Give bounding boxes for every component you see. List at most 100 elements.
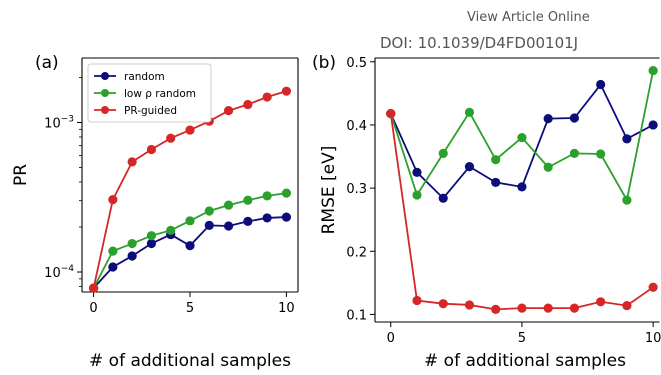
data-point <box>412 167 422 177</box>
data-point <box>569 113 580 123</box>
data-point <box>543 162 553 172</box>
legend-item: low ρ random <box>94 88 196 100</box>
series-low-ρ-random <box>386 66 658 205</box>
data-point <box>185 241 195 251</box>
data-point <box>438 148 448 158</box>
data-point <box>464 107 475 117</box>
legend-label: PR-guided <box>124 105 177 117</box>
y-tick-label: 0.5 <box>346 56 367 71</box>
data-point <box>412 295 422 306</box>
legend-label: low ρ random <box>124 88 196 100</box>
y-tick-label: 0.1 <box>346 308 367 323</box>
x-axis-label: # of additional samples <box>89 351 291 371</box>
x-tick-label: 10 <box>645 331 661 346</box>
data-point <box>185 216 195 226</box>
data-point <box>596 297 606 307</box>
y-tick-label: 0.2 <box>346 245 367 260</box>
x-tick-label: 10 <box>278 301 295 316</box>
data-point <box>517 182 527 192</box>
data-point <box>648 282 658 292</box>
data-point <box>108 194 118 205</box>
data-point <box>648 120 658 130</box>
series-line <box>92 192 287 289</box>
data-point <box>491 177 501 188</box>
x-tick-label: 5 <box>518 331 526 346</box>
y-tick-label: 0.3 <box>346 182 367 197</box>
data-point <box>146 144 157 155</box>
data-point <box>243 216 253 227</box>
data-point <box>648 66 658 76</box>
data-point <box>223 221 234 231</box>
data-point <box>517 132 527 143</box>
data-point <box>166 133 176 143</box>
legend-item: random <box>94 71 165 83</box>
data-point <box>543 303 553 313</box>
data-point <box>622 134 632 144</box>
x-tick-label: 0 <box>387 331 395 346</box>
data-point <box>204 220 214 230</box>
chart-panel-1: (b) 0 5 10 0.1 0.2 0.3 0.4 0.5 # of additional sa… <box>312 53 661 371</box>
data-point <box>262 213 272 223</box>
data-point <box>517 303 527 313</box>
series-PR-guided <box>386 108 658 314</box>
view-article-online-link[interactable]: View Article Online <box>467 10 590 25</box>
data-point <box>243 195 253 205</box>
data-point <box>281 188 292 198</box>
data-point <box>491 304 501 314</box>
data-point <box>491 155 501 165</box>
data-point <box>596 79 606 90</box>
series-line <box>389 113 654 311</box>
legend-marker <box>101 72 109 80</box>
y-axis-label: RMSE [eV] <box>319 146 339 235</box>
data-point <box>146 238 157 249</box>
legend-box <box>87 63 212 123</box>
data-point <box>262 92 272 102</box>
legend-marker <box>101 89 109 97</box>
series-line <box>92 216 287 289</box>
data-point <box>464 300 475 310</box>
data-point <box>127 157 137 167</box>
data-point <box>88 283 99 293</box>
data-point <box>146 231 157 241</box>
series-low-ρ-random <box>88 188 292 293</box>
data-point <box>386 108 396 119</box>
data-point <box>108 262 118 272</box>
data-point <box>438 193 448 203</box>
data-point <box>622 300 632 311</box>
data-point <box>543 114 553 124</box>
data-point <box>412 190 422 200</box>
series-PR-guided <box>88 86 292 293</box>
legend-label: random <box>124 71 165 83</box>
data-point <box>596 149 606 159</box>
data-point <box>243 99 253 110</box>
panel-label: (b) <box>312 53 336 73</box>
legend-item: PR-guided <box>94 105 177 117</box>
data-point <box>108 246 118 256</box>
data-point <box>204 206 214 216</box>
data-point <box>438 299 448 309</box>
data-point <box>569 148 580 158</box>
y-tick-label: 10−4 <box>44 264 74 281</box>
data-point <box>464 162 475 172</box>
data-point <box>569 303 580 313</box>
data-point <box>223 106 234 116</box>
legend-marker <box>101 106 109 114</box>
data-point <box>622 195 632 205</box>
data-point <box>127 251 137 261</box>
y-tick-label: 0.4 <box>346 119 367 134</box>
data-point <box>281 86 292 96</box>
x-tick-label: 5 <box>186 301 194 316</box>
x-tick-label: 0 <box>89 301 97 316</box>
data-point <box>185 125 195 135</box>
data-point <box>262 191 272 201</box>
data-point <box>127 238 137 249</box>
data-point <box>166 225 176 235</box>
chart-panel-0: (a) 0 5 10 10−4 10−3 # of additional samples PR… <box>11 53 299 371</box>
y-axis-label: PR <box>11 164 31 186</box>
legend: random low ρ random PR-guided <box>87 63 212 123</box>
panel-label: (a) <box>35 53 59 73</box>
x-axis-label: # of additional samples <box>424 351 626 371</box>
data-point <box>281 212 292 222</box>
doi-text: DOI: 10.1039/D4FD00101J <box>380 34 579 52</box>
